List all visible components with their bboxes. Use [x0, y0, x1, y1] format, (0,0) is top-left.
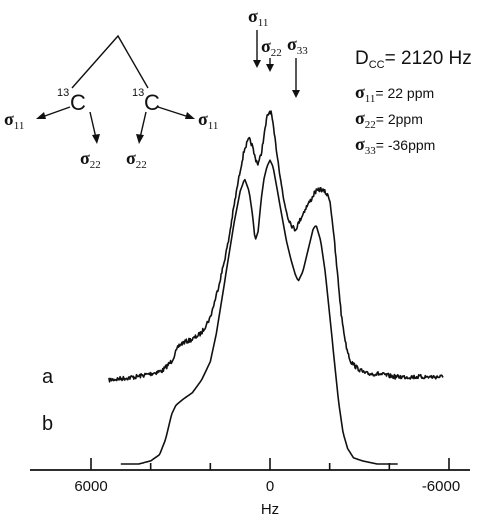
x-axis-ticks [90, 458, 450, 470]
tensor-label-sigma22-right: σ22 [126, 148, 147, 171]
x-axis-tick-labels: 6000 0 -6000 [74, 478, 460, 495]
arrow-sigma22-right [139, 111, 147, 139]
coupling-constant-label: DCC= 2120 Hz [355, 48, 472, 71]
ring-bonds [71, 34, 149, 89]
parameter-annotations: DCC= 2120 Hz σ11= 22 ppm σ22= 2ppm σ33= … [355, 48, 472, 157]
tensor-label-sigma22-left: σ22 [80, 148, 101, 171]
arrow-sigma11-right [157, 106, 190, 118]
tick-label: 6000 [74, 478, 107, 495]
isotope-label-right: 13 [132, 87, 144, 99]
peak-arrow-label: σ33 [287, 34, 308, 57]
spectrum-trace-b [120, 159, 398, 465]
peak-arrows: σ11 σ22 σ33 [248, 6, 308, 98]
tensor-label-sigma11-right: σ11 [198, 109, 218, 132]
trace-label-a: a [42, 366, 54, 388]
trace-label-b: b [42, 413, 53, 435]
arrowhead-sigma22-left [92, 134, 100, 144]
peak-arrow-head [253, 60, 261, 68]
peak-arrow-label: σ11 [248, 6, 268, 29]
arrow-sigma22-left [89, 111, 97, 139]
arrowhead-sigma22-right [136, 134, 144, 144]
x-axis: 6000 0 -6000 Hz [30, 458, 470, 518]
peak-arrow-head [292, 90, 300, 98]
carbon-label-left: C [70, 90, 86, 115]
shift-sigma33-label: σ33= -36ppm [355, 134, 435, 157]
carbon-label-right: C [144, 90, 160, 115]
spectrum-trace-a [108, 110, 444, 383]
tensor-label-sigma11-left: σ11 [4, 109, 24, 132]
x-axis-title: Hz [261, 501, 279, 518]
tick-label: 0 [266, 478, 274, 495]
peak-arrow-label: σ22 [261, 36, 282, 59]
shift-sigma11-label: σ11= 22 ppm [355, 82, 434, 105]
arrowhead-sigma11-left [36, 112, 46, 119]
cyclopropane-diagram: 13 C 13 C σ11 σ22 σ22 σ11 [4, 34, 218, 171]
arrowhead-sigma11-right [185, 112, 195, 119]
arrow-sigma11-left [41, 106, 71, 118]
tick-label: -6000 [422, 478, 460, 495]
spectrum-traces [108, 110, 444, 465]
peak-arrow-head [266, 64, 274, 72]
isotope-label-left: 13 [57, 87, 69, 99]
shift-sigma22-label: σ22= 2ppm [355, 108, 423, 131]
